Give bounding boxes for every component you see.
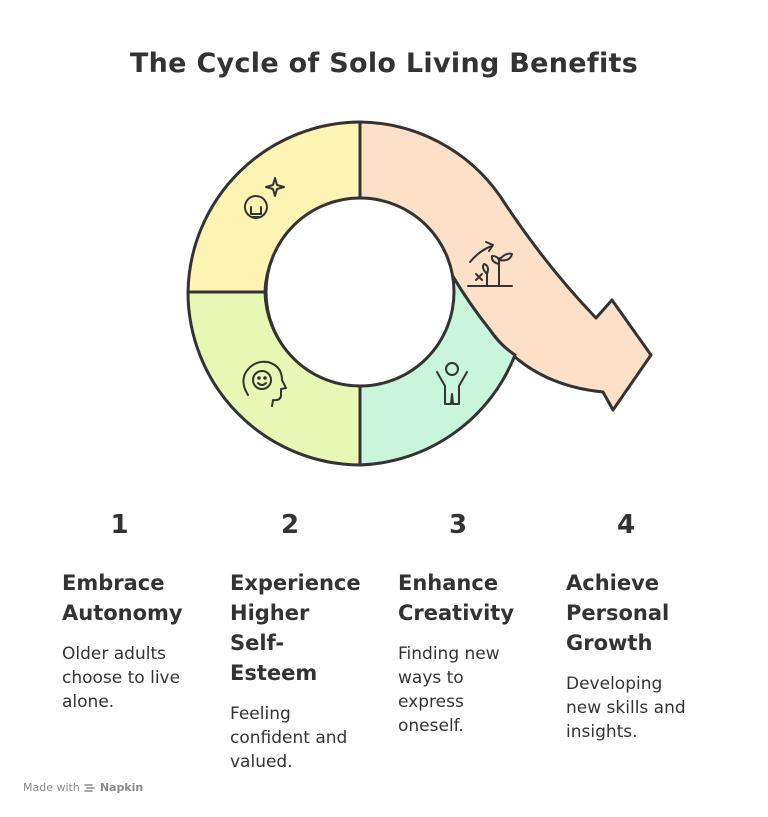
- step-description: Developing new skills and insights.: [566, 674, 686, 742]
- step-description: Feeling confident and valued.: [230, 704, 348, 772]
- step-title: Embrace Autonomy: [62, 571, 183, 625]
- napkin-brand: Napkin: [99, 781, 144, 794]
- step-number: 2: [280, 510, 300, 540]
- step-title: Enhance Creativity: [398, 571, 515, 625]
- step-number: 3: [448, 510, 468, 540]
- step-3: 3 Enhance Creativity Finding new ways to…: [398, 510, 563, 738]
- lightbulb-icon: [243, 177, 285, 219]
- step-number: 4: [616, 510, 636, 540]
- napkin-logo-icon: [84, 783, 95, 792]
- made-with-badge[interactable]: Made with Napkin: [23, 781, 143, 794]
- page-title: The Cycle of Solo Living Benefits: [129, 48, 639, 79]
- step-title: Experience Higher Self- Esteem: [230, 571, 361, 685]
- inner-hole: [264, 196, 456, 388]
- made-with-label: Made with: [23, 781, 80, 794]
- person-raising-arms-icon: [436, 362, 468, 405]
- smiling-head-icon: [242, 360, 287, 407]
- growing-plant-arrow-icon: [467, 241, 513, 287]
- step-title: Achieve Personal Growth: [566, 571, 670, 655]
- step-description: Finding new ways to express oneself.: [398, 644, 500, 736]
- step-description: Older adults choose to live alone.: [62, 644, 181, 712]
- step-2: 2 Experience Higher Self- Esteem Feeling…: [230, 510, 395, 774]
- step-number: 1: [110, 510, 129, 540]
- step-4: 4 Achieve Personal Growth Developing new…: [566, 510, 731, 744]
- step-1: 1 Embrace Autonomy Older adults choose t…: [62, 510, 227, 714]
